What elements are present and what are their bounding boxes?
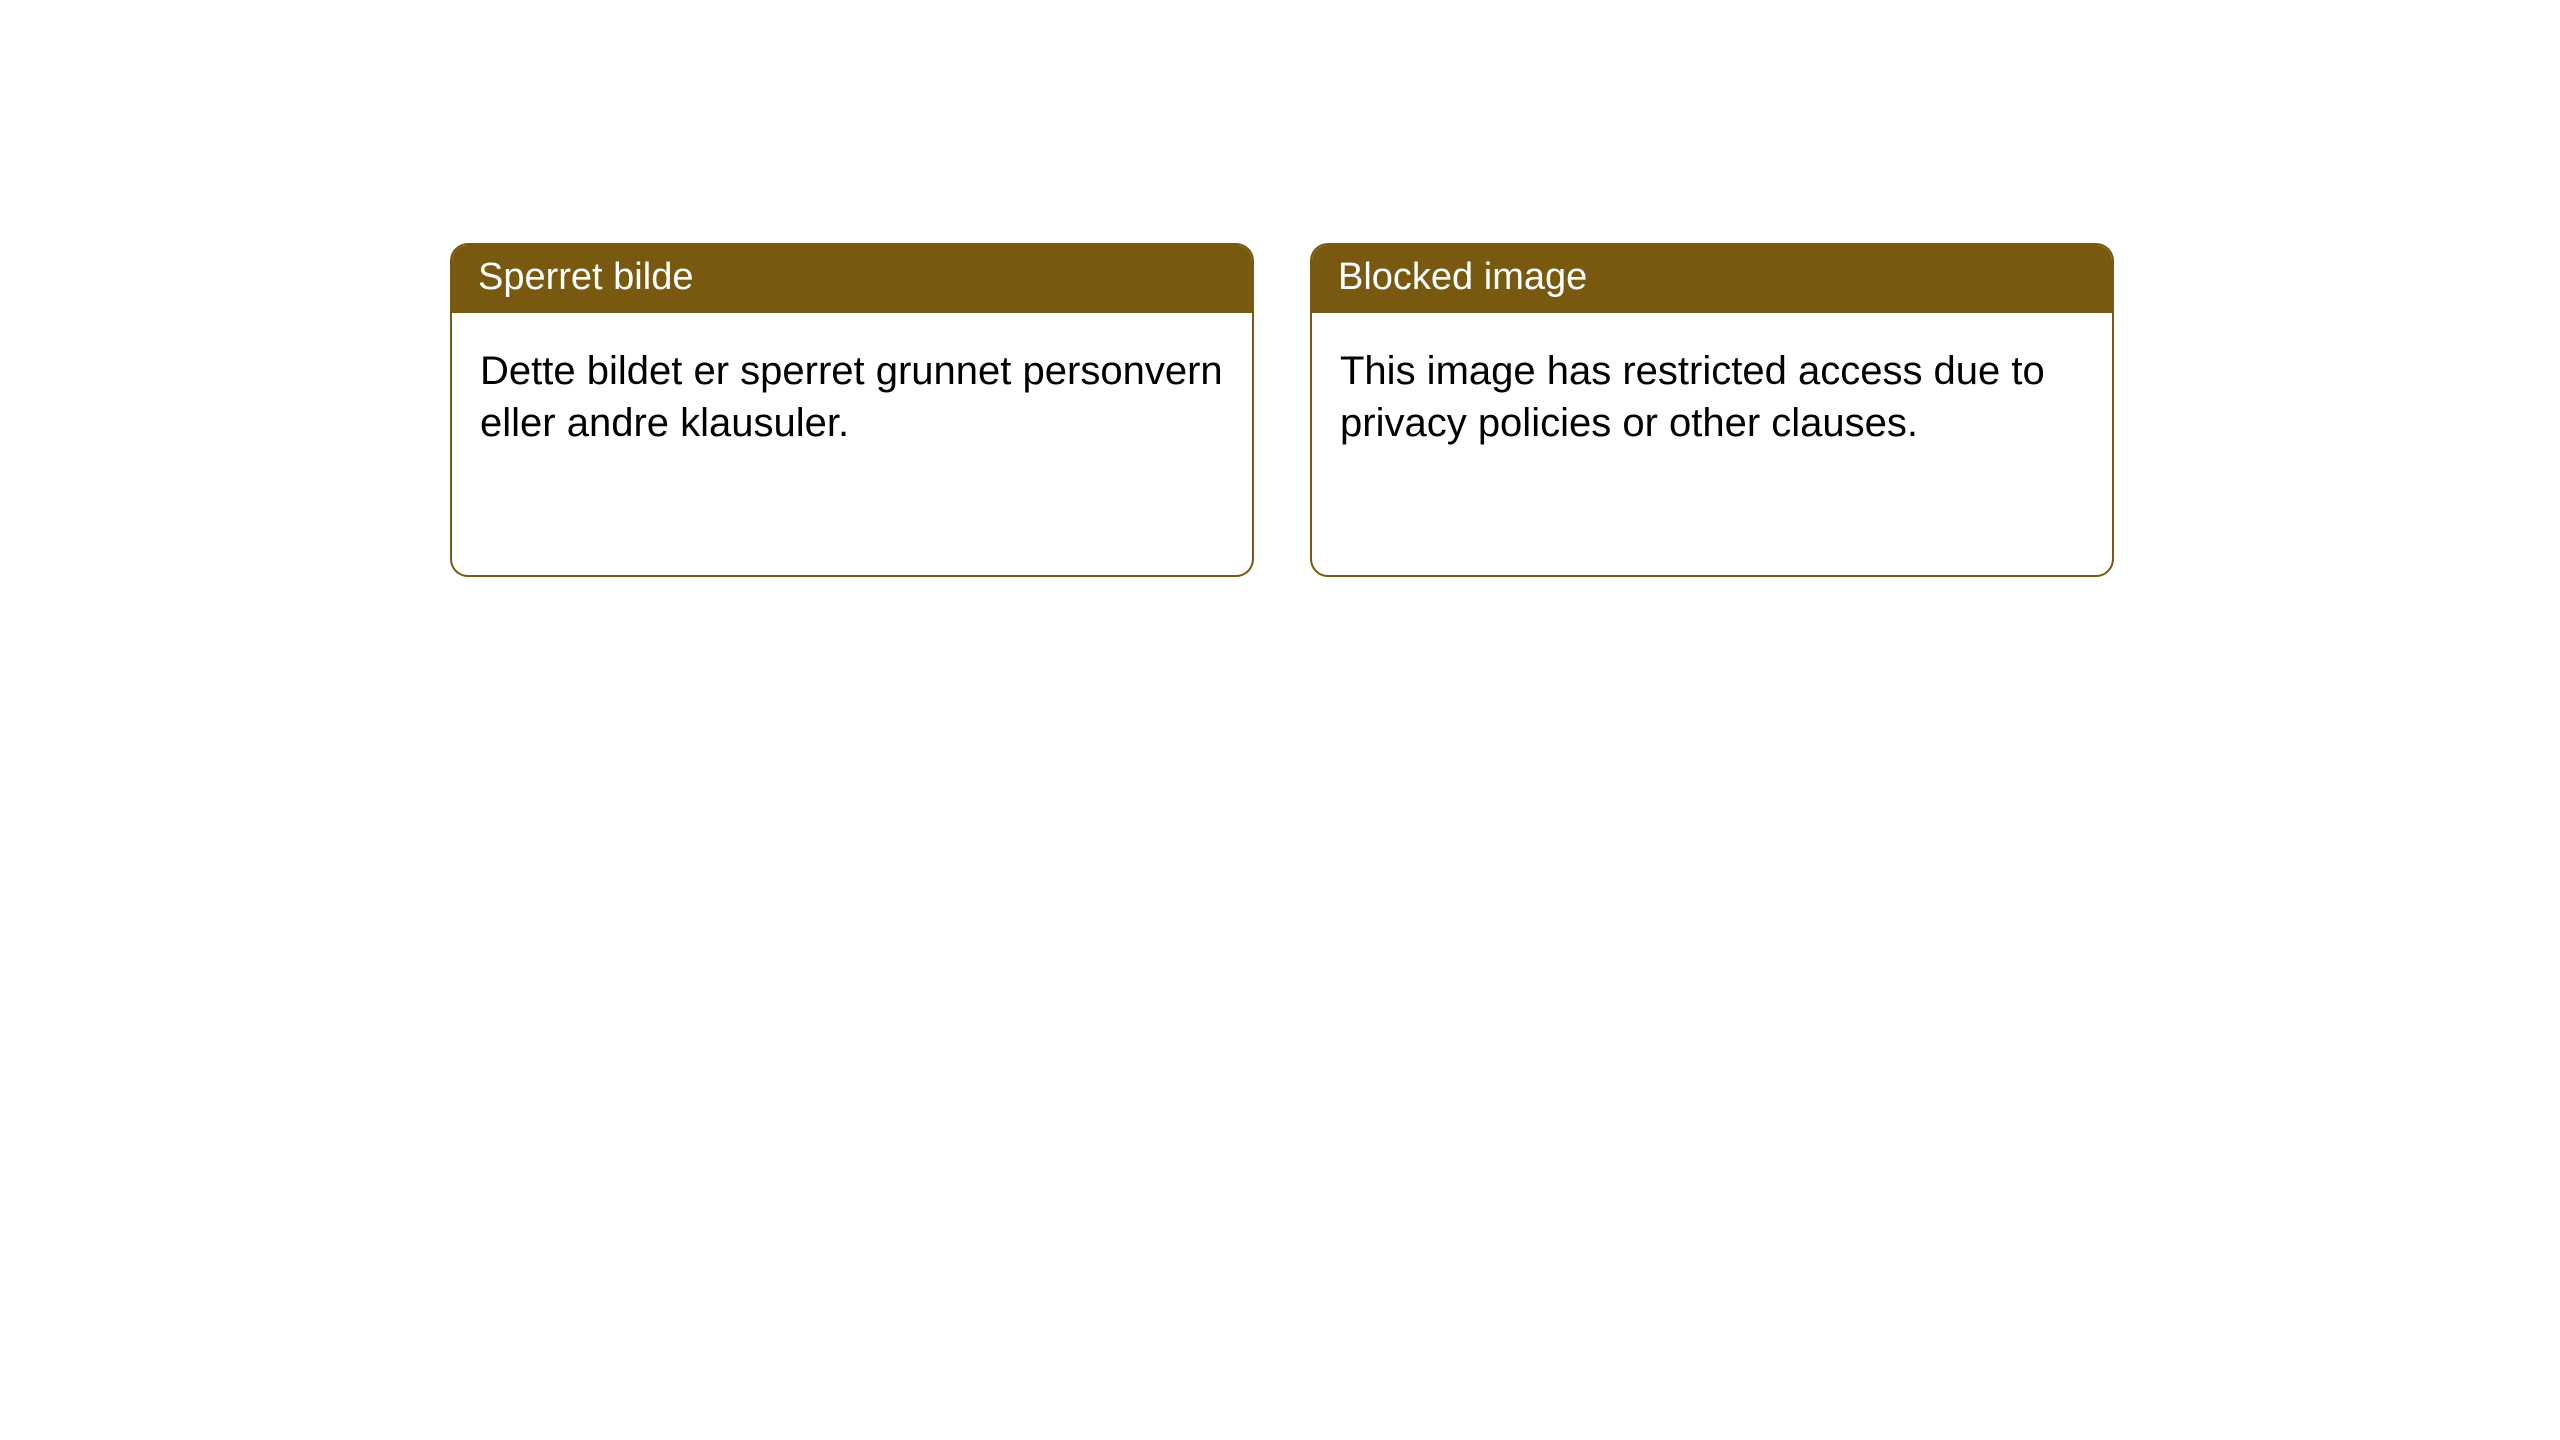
card-header: Blocked image [1312, 245, 2112, 313]
notice-card-english: Blocked image This image has restricted … [1310, 243, 2114, 577]
card-body: This image has restricted access due to … [1312, 313, 2112, 481]
card-body-text: This image has restricted access due to … [1340, 349, 2045, 445]
card-header: Sperret bilde [452, 245, 1252, 313]
card-container: Sperret bilde Dette bildet er sperret gr… [0, 0, 2560, 577]
card-title: Blocked image [1338, 256, 1587, 298]
card-title: Sperret bilde [478, 256, 693, 298]
card-body-text: Dette bildet er sperret grunnet personve… [480, 349, 1223, 445]
card-body: Dette bildet er sperret grunnet personve… [452, 313, 1252, 481]
notice-card-norwegian: Sperret bilde Dette bildet er sperret gr… [450, 243, 1254, 577]
